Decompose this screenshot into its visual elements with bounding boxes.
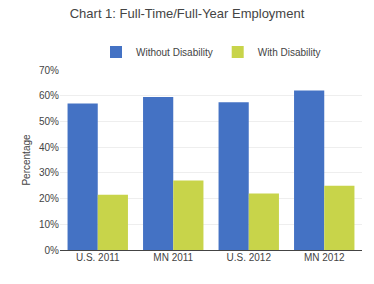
svg-text:70%: 70% <box>39 65 59 76</box>
svg-text:U.S. 2011: U.S. 2011 <box>76 252 120 263</box>
svg-text:MN 2012: MN 2012 <box>304 252 345 263</box>
svg-text:30%: 30% <box>39 167 59 178</box>
svg-text:0%: 0% <box>45 245 60 256</box>
svg-text:20%: 20% <box>39 193 59 204</box>
svg-text:40%: 40% <box>39 142 59 153</box>
svg-text:Percentage: Percentage <box>21 134 32 186</box>
svg-text:Chart 1: Full-Time/Full-Year E: Chart 1: Full-Time/Full-Year Employment <box>70 6 305 21</box>
svg-text:With Disability: With Disability <box>258 47 321 58</box>
svg-text:60%: 60% <box>39 90 59 101</box>
svg-text:U.S. 2012: U.S. 2012 <box>227 252 272 263</box>
svg-text:10%: 10% <box>39 219 59 230</box>
svg-text:Without Disability: Without Disability <box>136 47 213 58</box>
svg-text:50%: 50% <box>39 116 59 127</box>
svg-text:MN 2011: MN 2011 <box>153 252 193 263</box>
